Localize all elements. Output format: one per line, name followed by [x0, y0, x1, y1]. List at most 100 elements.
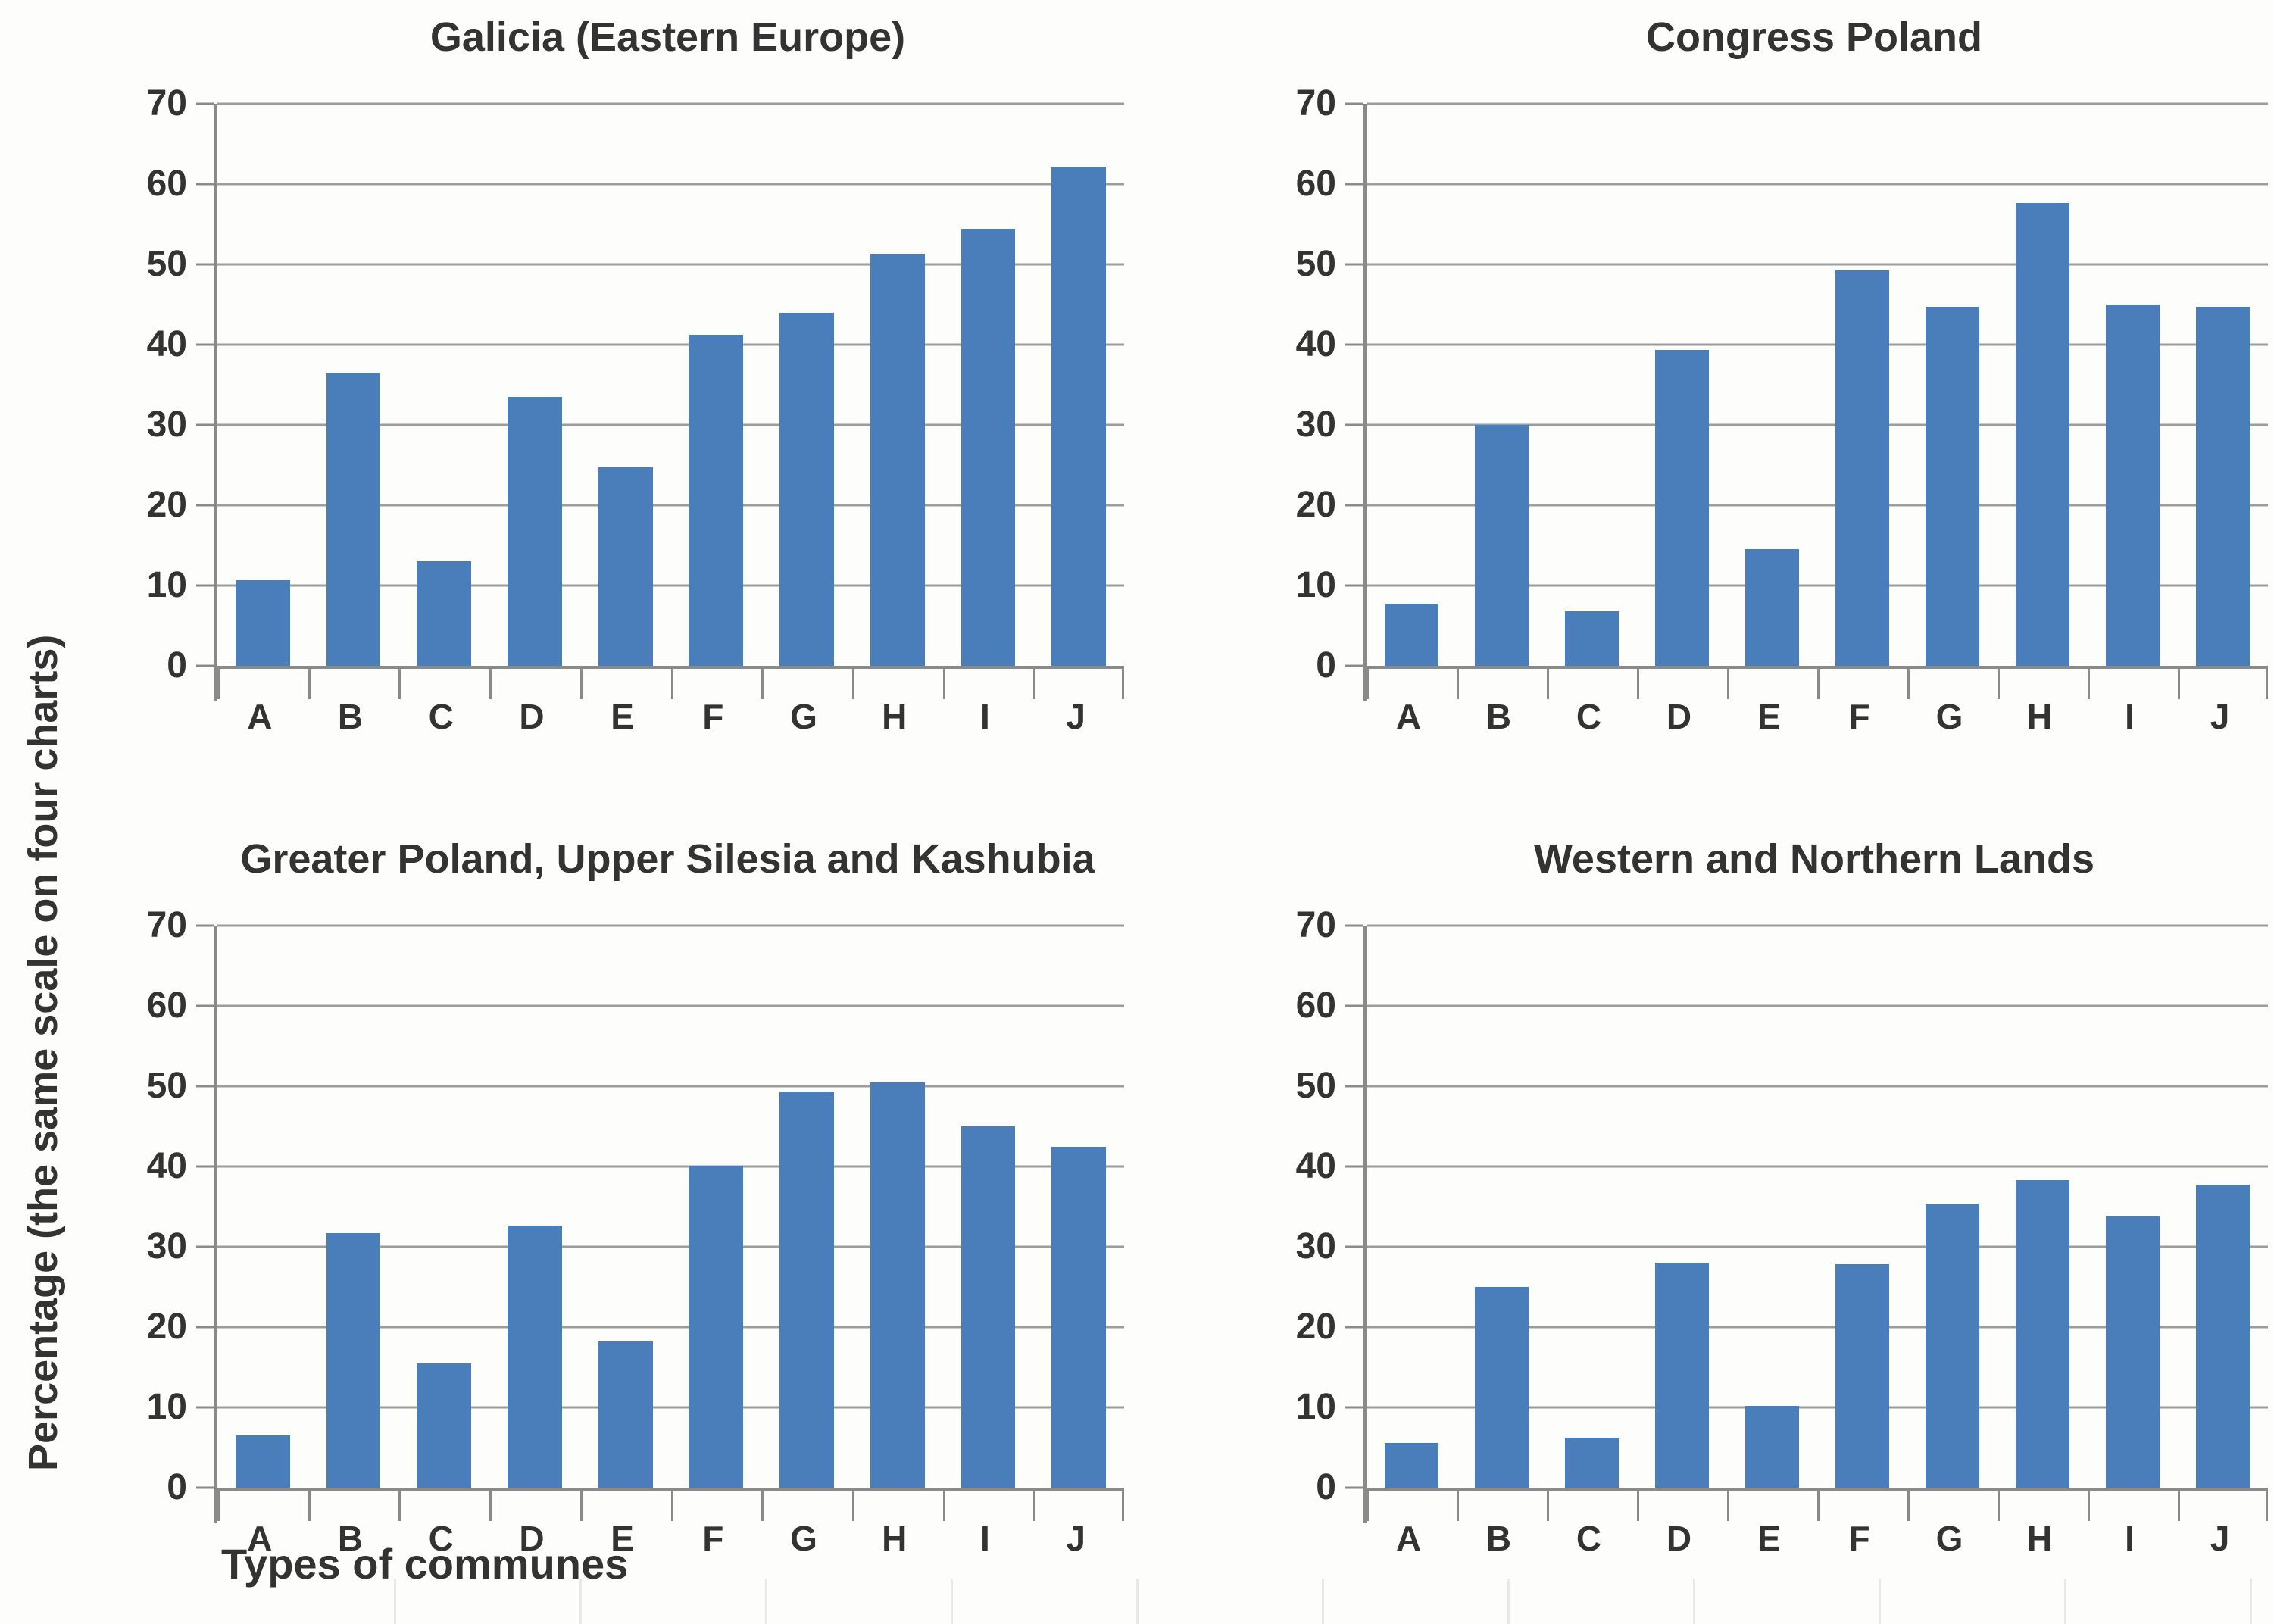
bar-D — [508, 1226, 562, 1488]
gridline — [217, 1245, 1124, 1248]
x-axis-tick — [1367, 669, 1369, 699]
y-tick-label: 50 — [1295, 244, 1336, 284]
y-axis-tick — [196, 924, 214, 927]
x-tick-label: E — [1757, 697, 1781, 736]
x-axis-tick — [2088, 669, 2090, 699]
x-axis-tick — [942, 669, 945, 699]
y-axis-tick — [196, 1004, 214, 1007]
chart-title-greater-poland: Greater Poland, Upper Silesia and Kashub… — [240, 836, 1095, 882]
x-tick-label: D — [519, 1519, 545, 1558]
gridline — [217, 584, 1124, 587]
y-tick-label: 20 — [1295, 1307, 1336, 1347]
x-axis-tick — [1547, 669, 1549, 699]
x-tick-label: I — [2125, 697, 2135, 736]
y-axis-tick — [1345, 664, 1363, 667]
chart-title-galicia: Galicia (Eastern Europe) — [429, 14, 906, 60]
x-axis-tick — [1122, 1491, 1124, 1521]
x-axis-tick — [489, 1491, 492, 1521]
x-tick-label: C — [1576, 1519, 1602, 1558]
x-tick-label: C — [428, 1519, 454, 1558]
gridline — [217, 924, 1124, 927]
y-axis-tick — [1345, 1085, 1363, 1088]
bar-B — [1474, 1287, 1529, 1488]
x-axis-tick — [398, 669, 401, 699]
x-axis-tick — [1033, 669, 1036, 699]
y-tick-label: 50 — [146, 244, 187, 284]
x-tick-label: H — [2026, 697, 2053, 736]
y-tick-label: 0 — [1316, 645, 1336, 686]
bar-F — [689, 1165, 744, 1488]
y-tick-labels: 0 10 20 30 40 50 60 70 — [89, 86, 187, 684]
y-tick-label: 60 — [1295, 164, 1336, 204]
x-axis-tick — [2266, 1491, 2268, 1521]
bar-A — [235, 579, 290, 666]
x-tick-label: J — [1066, 697, 1085, 736]
gridline — [217, 1004, 1124, 1007]
x-axis-tick — [1727, 1491, 1729, 1521]
x-axis-tick — [1727, 669, 1729, 699]
y-tick-label: 30 — [1295, 1226, 1336, 1266]
x-tick-label: B — [337, 1519, 364, 1558]
y-tick-label: 30 — [146, 404, 187, 445]
x-tick-label: G — [790, 1519, 817, 1558]
y-tick-label: 20 — [1295, 485, 1336, 525]
bar-J — [2195, 1185, 2251, 1488]
y-tick-labels: 0 10 20 30 40 50 60 70 — [89, 907, 187, 1506]
x-axis-tick — [942, 1491, 945, 1521]
gridline — [217, 343, 1124, 346]
y-axis-tick — [196, 1326, 214, 1329]
y-axis-tick — [196, 584, 214, 587]
bar-C — [1564, 611, 1620, 666]
gridline — [1367, 1085, 2268, 1088]
x-tick-label: D — [1666, 1519, 1692, 1558]
bar-D — [508, 396, 562, 666]
x-axis-tick — [2178, 1491, 2180, 1521]
x-tick-labels: A B C D E F G H I J — [214, 699, 1121, 745]
x-tick-label: E — [1757, 1519, 1781, 1558]
x-tick-label: H — [882, 697, 907, 736]
bar-F — [1835, 1264, 1890, 1488]
plot-area-congress-poland — [1345, 102, 2268, 701]
x-axis-tick — [1457, 669, 1459, 699]
x-axis-tick — [1998, 1491, 2000, 1521]
y-axis-tick — [1345, 924, 1363, 927]
x-tick-label: J — [2210, 697, 2230, 736]
x-axis-tick — [670, 1491, 673, 1521]
y-tick-label: 70 — [146, 905, 187, 945]
y-tick-label: 50 — [146, 1066, 187, 1106]
x-axis-tick — [579, 1491, 583, 1521]
y-axis-tick — [1345, 504, 1363, 507]
bar-E — [1745, 549, 1800, 666]
x-axis-tick — [1033, 1491, 1036, 1521]
x-tick-label: I — [2125, 1519, 2135, 1558]
bar-F — [689, 335, 744, 666]
x-tick-label: I — [980, 1519, 990, 1558]
x-tick-label: H — [2026, 1519, 2053, 1558]
x-tick-label: G — [1935, 1519, 1963, 1558]
cropped-bottom-tick-marks — [394, 1579, 2265, 1624]
chart-title-western-northern: Western and Northern Lands — [1533, 836, 2095, 882]
x-tick-label: A — [1395, 1519, 1422, 1558]
y-tick-labels: 0 10 20 30 40 50 60 70 — [1238, 86, 1336, 684]
x-tick-labels: A B C D E F G H I J — [1363, 699, 2265, 745]
y-axis-tick — [1345, 1406, 1363, 1409]
bar-I — [961, 1126, 1016, 1488]
y-tick-label: 40 — [1295, 324, 1336, 364]
bar-G — [1925, 1204, 1980, 1488]
x-axis-tick — [1547, 1491, 1549, 1521]
gridline — [1367, 423, 2268, 426]
x-tick-label: J — [2210, 1519, 2230, 1558]
bar-J — [2195, 307, 2251, 666]
gridline — [217, 423, 1124, 426]
y-axis-tick — [1345, 102, 1363, 105]
y-axis-tick — [196, 423, 214, 426]
y-tick-label: 10 — [1295, 565, 1336, 605]
x-tick-label: A — [247, 1519, 273, 1558]
x-axis-tick — [2266, 669, 2268, 699]
bar-E — [1745, 1405, 1800, 1488]
bar-J — [1051, 1146, 1107, 1488]
x-tick-label: J — [1066, 1519, 1085, 1558]
y-tick-label: 50 — [1295, 1066, 1336, 1106]
y-axis-tick — [1345, 1326, 1363, 1329]
x-axis-tick — [2178, 669, 2180, 699]
